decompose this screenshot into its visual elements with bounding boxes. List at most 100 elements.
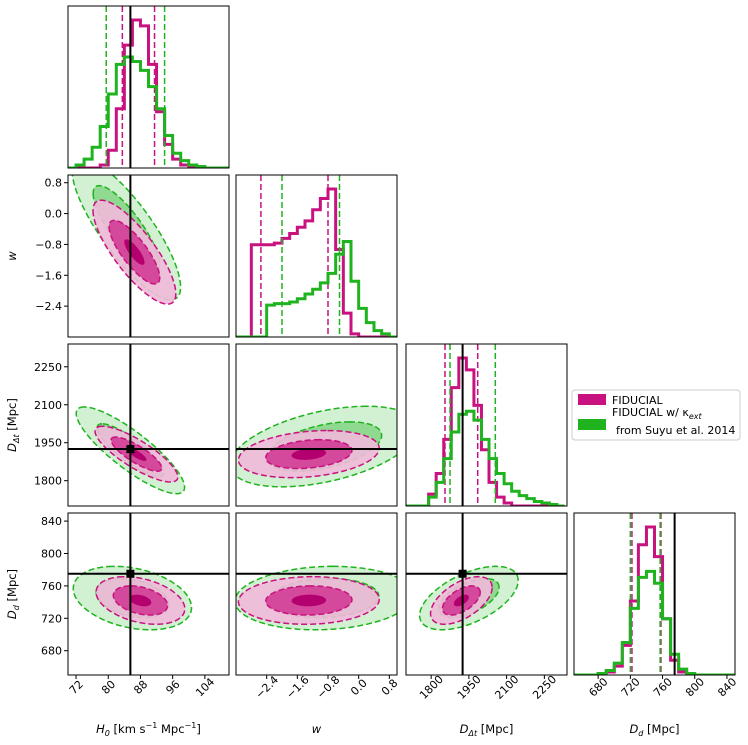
panel-Ddt-w	[236, 405, 397, 488]
y-tick-label-Dd-2: 760	[41, 580, 62, 593]
legend-frame	[571, 389, 741, 441]
x-tick-label-Ddt-1: 1950	[455, 673, 484, 702]
x-tick-label-Ddt-0: 1800	[417, 673, 446, 702]
x-tick-label-w-3: 0.0	[348, 677, 370, 699]
x-tick-label-Ddt-2: 2100	[492, 673, 521, 702]
y-tick-label-w-4: 0.8	[45, 177, 63, 190]
ylabel-Ddt: DΔt​ [Mpc]	[5, 398, 21, 452]
xlabel-H0-part: [km s	[110, 722, 146, 736]
ylabel-Dd-part: D	[5, 610, 19, 619]
panel-Dd-w	[236, 565, 397, 631]
panel-frame-2-0	[67, 343, 230, 507]
y-tick-label-Ddt-0: 1800	[34, 475, 62, 488]
legend-label-kext-line2: from Suyu et al. 2014	[616, 424, 735, 437]
xlabel-Dd-part: D	[629, 722, 638, 736]
xlabel-Dd-part: [Mpc]	[643, 722, 679, 736]
legend-label-kext-sub: ext	[689, 412, 703, 421]
histogram-w-series-1	[236, 240, 397, 337]
xlabel-Ddt: DΔt​ [Mpc]	[460, 722, 514, 738]
histogram-H0-series-1	[68, 55, 229, 168]
ylabel-Ddt-part: [Mpc]	[5, 398, 19, 434]
histogram-Ddt-series-1	[406, 409, 565, 506]
panel-w-w	[236, 175, 397, 337]
histogram-Dd-series-1	[574, 569, 735, 675]
xlabel-w-part: w	[312, 722, 322, 736]
core-Dd-w	[291, 594, 327, 607]
y-tick-label-Ddt-3: 2250	[34, 361, 62, 374]
panel-w-H0	[71, 175, 182, 337]
y-tick-label-w-1: −1.6	[35, 269, 62, 282]
x-tick-label-w-1: −1.6	[284, 673, 312, 701]
panel-Dd-Dd	[574, 513, 735, 675]
panel-frame-1-1	[235, 174, 398, 338]
ylabel-w: w	[5, 251, 19, 261]
core-Ddt-w	[291, 448, 327, 460]
y-tick-label-Dd-1: 720	[41, 612, 62, 625]
xlabel-H0-part: −1	[146, 721, 158, 730]
xlabel-Ddt-part: [Mpc]	[477, 722, 513, 736]
xlabel-H0-part: 0	[105, 729, 110, 738]
y-tick-label-Ddt-2: 2100	[34, 399, 62, 412]
legend: FIDUCIAL FIDUCIAL w/ κext from Suyu et a…	[571, 389, 741, 441]
y-tick-label-Dd-0: 680	[41, 645, 62, 658]
truth-marker-Dd-H0	[126, 569, 135, 578]
y-tick-label-w-0: −2.4	[35, 300, 62, 313]
x-tick-label-w-0: −2.4	[253, 673, 281, 701]
xlabel-H0-part: ]	[196, 722, 201, 736]
histogram-Dd-series-0	[574, 525, 735, 675]
legend-label-kext: FIDUCIAL w/ κext	[612, 406, 703, 421]
ylabel-w-part: w	[5, 251, 19, 261]
xlabel-Ddt-part: D	[460, 722, 469, 736]
panel-Dd-H0	[68, 513, 229, 675]
core-w-H0	[124, 239, 145, 265]
y-tick-label-Ddt-1: 1950	[34, 437, 62, 450]
truth-marker-Ddt-H0	[126, 445, 135, 454]
core-Dd-Ddt	[453, 594, 469, 607]
legend-swatch-kext	[578, 419, 606, 430]
core-Dd-H0	[129, 594, 152, 607]
x-tick-label-H0-3: 96	[163, 678, 182, 697]
x-tick-label-Dd-2: 760	[651, 675, 675, 699]
ylabel-Ddt-part: D	[5, 443, 19, 452]
panel-Dd-Ddt	[406, 513, 567, 675]
xlabel-w: w	[312, 722, 322, 736]
truth-marker-Dd-Ddt	[458, 569, 467, 578]
histogram-w-series-0	[236, 187, 397, 337]
xlabel-H0-part: H	[96, 722, 105, 736]
x-tick-label-Ddt-3: 2250	[530, 673, 559, 702]
x-tick-label-H0-2: 88	[131, 678, 150, 697]
panel-frame-3-0	[67, 512, 230, 676]
legend-label-kext-main: FIDUCIAL w/ κ	[612, 406, 689, 419]
xlabel-Dd-part: d	[638, 729, 644, 738]
panel-Ddt-H0	[68, 344, 229, 506]
x-tick-label-Dd-1: 720	[619, 675, 643, 699]
panel-frame-3-2	[405, 512, 568, 676]
ylabel-Dd: Dd​ [Mpc]	[5, 569, 21, 619]
panel-frame-2-2	[405, 343, 568, 507]
xlabel-Ddt-part: Δt	[468, 729, 478, 738]
x-tick-label-H0-1: 80	[99, 678, 118, 697]
x-tick-label-H0-0: 72	[67, 678, 86, 697]
panel-frame-3-1	[235, 512, 398, 676]
panel-frame-3-3	[573, 512, 736, 676]
x-tick-label-Dd-3: 800	[683, 675, 707, 699]
ylabel-Ddt-part: Δt	[12, 433, 21, 443]
x-tick-label-w-4: 0.8	[379, 677, 401, 699]
panel-H0-H0	[68, 6, 229, 168]
y-tick-label-Dd-4: 840	[41, 515, 62, 528]
x-tick-label-H0-4: 104	[193, 675, 217, 699]
panel-frame-1-0	[67, 174, 230, 338]
x-tick-label-Dd-0: 680	[586, 675, 610, 699]
x-tick-label-Dd-4: 840	[715, 675, 739, 699]
y-tick-label-Dd-3: 800	[41, 548, 62, 561]
histogram-Ddt-series-0	[406, 356, 565, 506]
legend-swatch-fiducial	[578, 394, 606, 405]
xlabel-H0: H0​ [km s−1​ Mpc−1​]	[96, 721, 201, 738]
panel-Ddt-Ddt	[406, 344, 565, 506]
panel-frame-0-0	[67, 5, 230, 169]
ylabel-Dd-part: [Mpc]	[5, 569, 19, 605]
legend-label-fiducial: FIDUCIAL	[612, 394, 664, 407]
y-tick-label-w-3: 0.0	[45, 208, 63, 221]
xlabel-Dd: Dd​ [Mpc]	[629, 722, 679, 738]
